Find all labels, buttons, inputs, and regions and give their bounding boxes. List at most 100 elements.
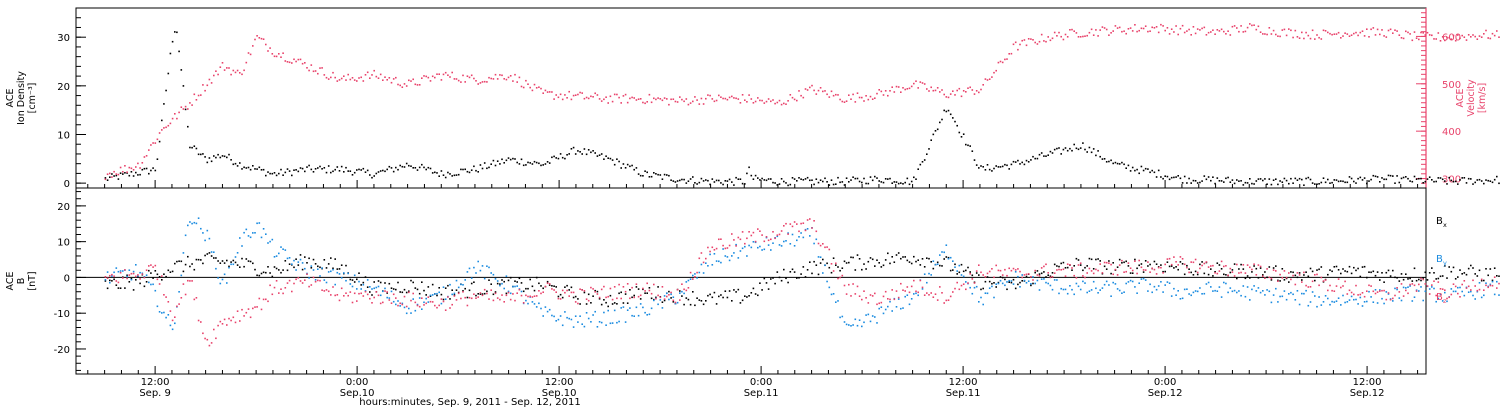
data-point bbox=[1428, 293, 1431, 295]
data-point bbox=[492, 273, 495, 276]
data-point bbox=[839, 276, 841, 279]
data-point bbox=[561, 324, 564, 327]
data-point bbox=[221, 278, 224, 281]
data-point bbox=[956, 270, 958, 272]
data-point bbox=[995, 264, 997, 267]
data-point bbox=[978, 91, 980, 94]
data-point bbox=[895, 306, 898, 308]
data-point bbox=[533, 295, 536, 297]
data-point bbox=[767, 178, 770, 180]
data-point bbox=[126, 171, 128, 173]
y-tick-label: 0 bbox=[64, 273, 70, 284]
data-point bbox=[802, 236, 805, 239]
data-point bbox=[210, 160, 213, 163]
data-point bbox=[780, 279, 783, 282]
data-point bbox=[271, 293, 274, 296]
data-point bbox=[1088, 146, 1091, 149]
data-point bbox=[724, 255, 727, 257]
data-point bbox=[356, 80, 358, 82]
data-point bbox=[470, 282, 473, 285]
data-point bbox=[754, 240, 757, 243]
data-point bbox=[991, 282, 993, 285]
data-point bbox=[1045, 276, 1047, 278]
data-point bbox=[1053, 279, 1056, 281]
data-point bbox=[314, 279, 317, 281]
data-point bbox=[839, 181, 841, 184]
data-point bbox=[856, 285, 859, 288]
data-point bbox=[427, 286, 430, 288]
data-point bbox=[1357, 34, 1359, 37]
data-point bbox=[1084, 266, 1086, 269]
data-point bbox=[1374, 175, 1377, 178]
data-point bbox=[479, 164, 482, 166]
data-point bbox=[111, 176, 113, 178]
data-point bbox=[566, 316, 568, 319]
data-point bbox=[499, 284, 501, 287]
data-point bbox=[1121, 30, 1123, 33]
data-point bbox=[852, 283, 854, 285]
data-point bbox=[488, 166, 490, 169]
data-point bbox=[1177, 264, 1179, 266]
data-point bbox=[1203, 262, 1206, 265]
data-point bbox=[1292, 274, 1294, 277]
data-point bbox=[1027, 273, 1030, 275]
data-point bbox=[1179, 27, 1182, 30]
data-point bbox=[1116, 288, 1119, 290]
data-point bbox=[1043, 271, 1045, 273]
data-point bbox=[908, 291, 911, 294]
data-point bbox=[119, 271, 122, 274]
data-point bbox=[520, 294, 523, 297]
data-point bbox=[455, 279, 458, 282]
data-point bbox=[635, 286, 638, 288]
data-point bbox=[161, 279, 163, 281]
data-point bbox=[579, 315, 581, 317]
data-point bbox=[1467, 177, 1470, 180]
data-point bbox=[1476, 290, 1479, 293]
data-point bbox=[1060, 262, 1062, 265]
data-point bbox=[835, 183, 837, 185]
data-point bbox=[1103, 283, 1106, 286]
data-point bbox=[828, 184, 831, 186]
data-point bbox=[954, 94, 956, 96]
data-point bbox=[327, 78, 330, 80]
data-point bbox=[1160, 176, 1162, 178]
data-point bbox=[295, 278, 297, 281]
data-point bbox=[397, 168, 399, 171]
data-point bbox=[826, 246, 828, 248]
data-point bbox=[395, 76, 397, 79]
data-point bbox=[291, 263, 293, 265]
data-point bbox=[1389, 28, 1392, 31]
data-point bbox=[161, 129, 163, 131]
data-point bbox=[1255, 180, 1258, 182]
data-point bbox=[206, 229, 209, 232]
data-point bbox=[887, 252, 889, 255]
data-point bbox=[698, 181, 701, 184]
data-point bbox=[269, 240, 271, 243]
data-point bbox=[483, 288, 486, 291]
data-point bbox=[1424, 34, 1427, 36]
data-point bbox=[1470, 289, 1472, 291]
data-point bbox=[895, 85, 898, 88]
data-point bbox=[718, 179, 720, 182]
data-point bbox=[754, 174, 757, 177]
data-point bbox=[1290, 278, 1292, 281]
data-point bbox=[312, 269, 315, 271]
data-point bbox=[826, 93, 828, 96]
data-point bbox=[837, 94, 839, 96]
data-point bbox=[171, 40, 174, 43]
data-point bbox=[698, 299, 701, 301]
data-point bbox=[221, 155, 224, 157]
data-point bbox=[1480, 180, 1483, 182]
data-point bbox=[726, 247, 729, 249]
data-point bbox=[1160, 23, 1162, 26]
data-point bbox=[579, 91, 581, 94]
data-point bbox=[301, 282, 304, 284]
data-point bbox=[1472, 183, 1474, 185]
data-point bbox=[1114, 283, 1117, 285]
data-point bbox=[440, 293, 443, 296]
data-point bbox=[1155, 176, 1158, 178]
data-point bbox=[1498, 294, 1500, 296]
data-point bbox=[395, 166, 397, 169]
data-point bbox=[815, 93, 818, 95]
